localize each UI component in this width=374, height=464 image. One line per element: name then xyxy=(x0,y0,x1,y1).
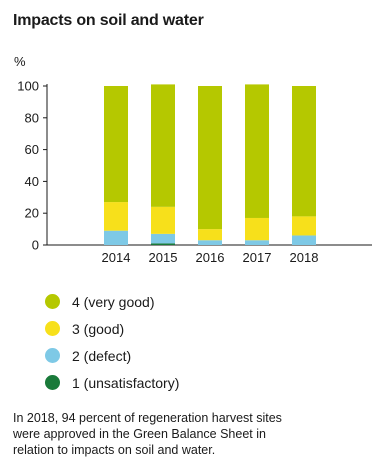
bar-segment xyxy=(104,230,128,245)
y-tick-label: 0 xyxy=(32,238,39,253)
y-tick-label: 60 xyxy=(25,142,39,157)
bar-segment xyxy=(292,86,316,217)
bar-segment xyxy=(245,217,269,241)
bar-segment xyxy=(104,86,128,203)
legend-label: 1 (unsatisfactory) xyxy=(72,374,180,391)
legend-swatch xyxy=(45,321,60,336)
x-tick-label: 2016 xyxy=(196,250,225,265)
legend-swatch xyxy=(45,294,60,309)
legend-label: 2 (defect) xyxy=(72,347,132,364)
y-axis-label: % xyxy=(14,54,26,69)
bar-segment xyxy=(151,233,175,244)
x-tick-label: 2017 xyxy=(243,250,272,265)
chart-legend: 4 (very good) 3 (good) 2 (defect) 1 (unsati… xyxy=(45,288,179,396)
caption-line: were approved in the Green Balance Sheet… xyxy=(13,427,266,441)
bar-segment xyxy=(292,216,316,236)
bar-segment xyxy=(292,235,316,245)
bar-segment xyxy=(245,84,269,218)
stacked-bar-chart: % 0 20 40 60 80 100 2014 2015 2016 2017 2018 xyxy=(14,54,372,265)
bar-segment xyxy=(151,84,175,207)
caption-line: relation to impacts on soil and water. xyxy=(13,443,216,457)
legend-label: 3 (good) xyxy=(72,320,125,337)
y-tick-label: 40 xyxy=(25,174,39,189)
x-tick-label: 2015 xyxy=(149,250,178,265)
bar-segment xyxy=(198,86,222,230)
chart-caption: In 2018, 94 percent of regeneration harv… xyxy=(13,410,374,458)
bar-segment xyxy=(198,240,222,245)
x-tick-label: 2018 xyxy=(290,250,319,265)
legend-item: 3 (good) xyxy=(45,315,179,342)
bar-segment xyxy=(104,202,128,231)
y-tick-label: 100 xyxy=(17,79,39,94)
bar-segment xyxy=(151,243,175,245)
bar-segment xyxy=(151,206,175,234)
bar-segment xyxy=(198,229,222,241)
bar-segment xyxy=(245,240,269,245)
legend-item: 4 (very good) xyxy=(45,288,179,315)
caption-line: In 2018, 94 percent of regeneration harv… xyxy=(13,411,282,425)
x-tick-label: 2014 xyxy=(102,250,131,265)
chart-title: Impacts on soil and water xyxy=(13,12,204,29)
legend-swatch xyxy=(45,375,60,390)
legend-swatch xyxy=(45,348,60,363)
legend-item: 2 (defect) xyxy=(45,342,179,369)
legend-item: 1 (unsatisfactory) xyxy=(45,369,179,396)
y-tick-label: 80 xyxy=(25,110,39,125)
y-tick-label: 20 xyxy=(25,206,39,221)
legend-label: 4 (very good) xyxy=(72,293,155,310)
